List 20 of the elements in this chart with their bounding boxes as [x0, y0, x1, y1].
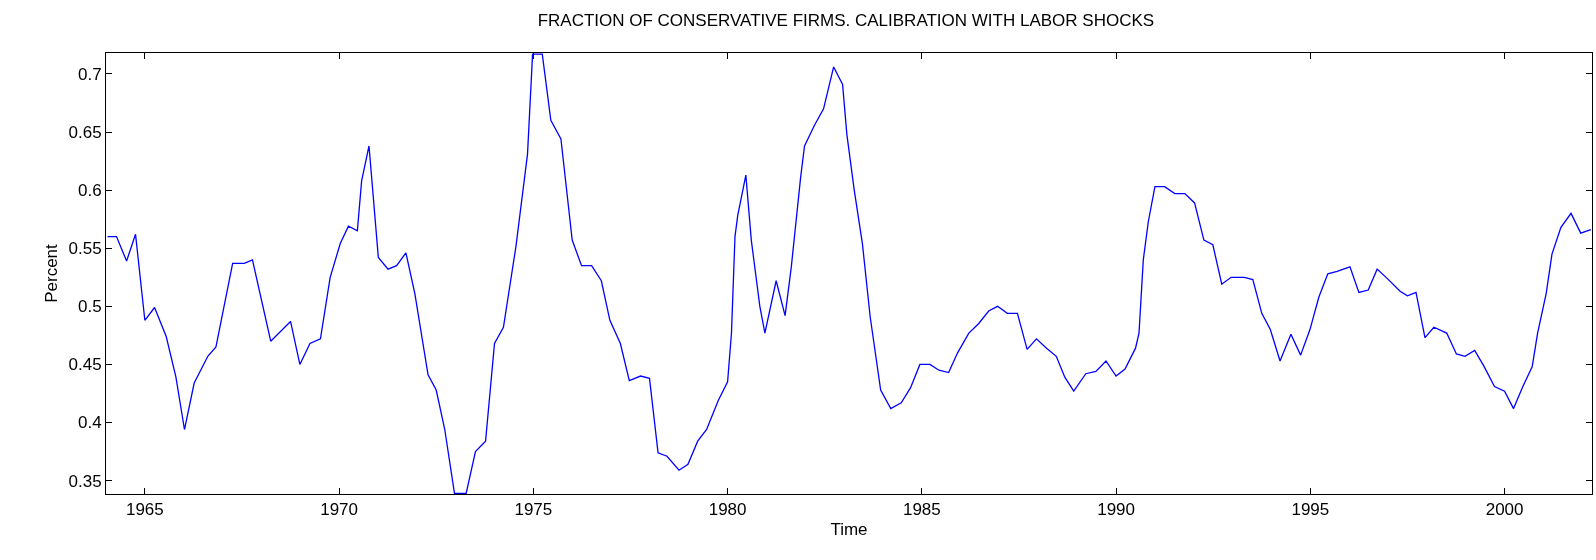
y-tick-label: 0.4	[77, 413, 102, 433]
line-series	[106, 53, 1592, 494]
x-tick-label: 1970	[320, 500, 359, 520]
y-tick-label: 0.45	[68, 355, 102, 375]
x-tick-label: 1995	[1291, 500, 1330, 520]
x-tick-label: 1985	[902, 500, 941, 520]
y-tick-label: 0.55	[68, 239, 102, 259]
x-tick-label: 1990	[1097, 500, 1135, 520]
y-tick-label: 0.5	[77, 297, 102, 317]
x-axis-title: Time	[830, 519, 868, 539]
x-tick-label: 1975	[514, 500, 553, 520]
y-tick-label: 0.6	[77, 181, 102, 201]
y-tick-label: 0.65	[68, 122, 102, 142]
x-tick-label: 1965	[125, 500, 164, 520]
x-tick-label: 1980	[708, 500, 747, 520]
y-tick-label: 0.7	[77, 64, 102, 84]
y-tick-label: 0.35	[68, 471, 102, 491]
x-tick-label: 2000	[1485, 500, 1524, 520]
chart-title: FRACTION OF CONSERVATIVE FIRMS. CALIBRATION WITH LABOR SHOCKS	[537, 10, 1155, 30]
y-axis-title: Percent	[42, 243, 62, 303]
